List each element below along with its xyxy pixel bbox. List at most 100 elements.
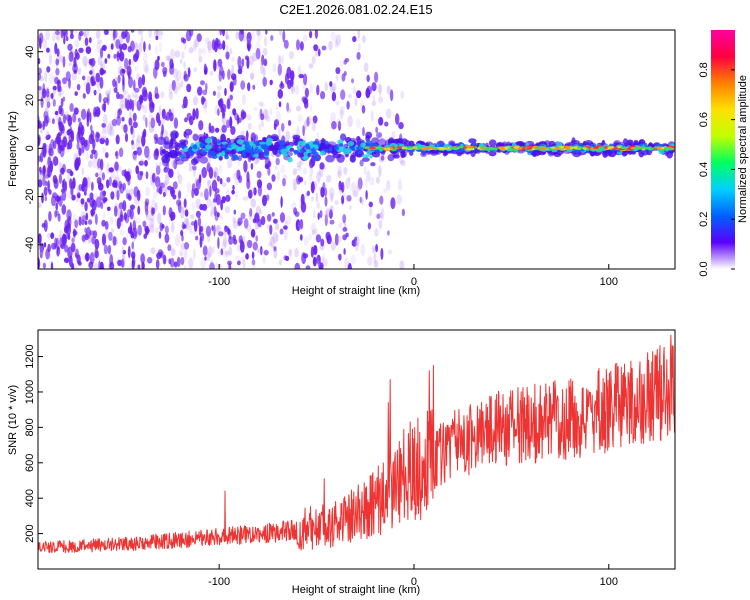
spectrogram-core-point [305,145,311,150]
spectrogram-noise-point [319,162,325,170]
spectrogram-core-point [369,155,373,159]
spectrogram-noise-point [298,176,304,183]
spectrogram-noise-point [157,181,163,194]
spectrogram-noise-point [204,37,211,44]
snr-x-label: Height of straight line (km) [292,584,420,596]
spectrogram-core-point [319,150,326,156]
spectrogram-noise-point [217,237,220,249]
spectrogram-noise-point [225,51,230,60]
spectrogram-noise-point [120,94,126,103]
spectrogram-noise-point [240,80,246,90]
spectrogram-noise-point [162,191,166,198]
spectrogram-noise-point [73,69,77,75]
spectrogram-noise-point [197,216,202,227]
spectrogram-noise-point [125,232,129,242]
spectrogram-noise-point [260,58,266,64]
spectrogram-peak-point [464,145,474,149]
spectrogram-core-point [230,144,236,149]
spectrogram-noise-point [225,194,231,202]
spectrogram-noise-point [47,243,51,253]
spectrogram-noise-point [156,187,161,193]
spectrogram-noise-point [91,80,96,86]
spectrogram-core-point [296,145,301,150]
spectrogram-noise-point [320,238,325,247]
spectrogram-noise-point [356,184,361,192]
spectrogram-noise-point [85,226,92,239]
spectrogram-noise-point [224,225,228,233]
spectrogram-noise-point [186,182,192,193]
spectrogram-noise-point [91,251,95,263]
spectrogram-noise-point [93,89,97,96]
spectrogram-noise-point [303,167,308,175]
spectrogram-noise-point [341,195,345,205]
spectrogram-noise-point [235,31,240,40]
spectrogram-noise-point [326,208,331,218]
spectrogram-noise-point [253,187,257,196]
spectrogram-noise-point [108,87,112,95]
spectrogram-noise-point [295,105,302,112]
spectrogram-peak-point [593,146,599,149]
spectrogram-noise-point [98,182,104,191]
spectrogram-noise-point [140,253,146,264]
spectrogram-core-point [260,144,267,150]
spectrogram-noise-point [213,198,216,203]
spectrogram-noise-point [262,255,267,264]
spectrogram-noise-point [189,214,195,220]
spectrogram-noise-point [133,79,136,91]
spectrogram-noise-point [38,120,42,129]
spectrogram-noise-point [155,176,161,188]
spectrogram-noise-point [232,234,236,241]
spectrogram-noise-point [201,167,207,179]
spectrogram-noise-point [102,211,106,219]
spectrogram-noise-point [43,242,47,248]
spectrogram-noise-point [89,154,94,159]
spectrogram-noise-point [182,224,187,229]
spectrogram-noise-point [247,122,252,130]
spectrogram-noise-point [204,188,209,201]
spectrogram-noise-point [330,192,334,203]
spectrogram-noise-point [97,39,103,45]
spectrogram-band-point [184,128,193,136]
spectrogram-noise-point [42,147,47,158]
spectrogram-noise-point [206,251,211,262]
spectrogram-noise-point [209,70,214,76]
spectrogram-noise-point [125,172,131,182]
spectrogram-noise-point [198,55,203,63]
spectrogram-noise-point [148,217,154,226]
spectrogram-band-point [191,158,198,166]
spectrogram-noise-point [180,58,183,64]
spectrogram-core-point [361,154,370,158]
spectrogram-noise-point [114,176,121,183]
spectrogram-band-point [359,159,364,167]
spectrogram-noise-point [232,220,238,229]
spectrogram-noise-point [160,115,166,125]
spectrogram-noise-point [266,182,273,191]
spectrogram-noise-point [267,160,272,168]
spectrogram-noise-point [62,136,68,148]
spectrogram-noise-point [238,65,243,71]
spectrogram-noise-point [189,223,193,235]
spectrogram-noise-point [258,123,262,131]
spectrogram-noise-point [272,63,277,73]
spectrogram-noise-point [212,90,216,96]
spectrogram-band-point [218,155,223,161]
spectrogram-noise-point [250,162,254,170]
spectrogram-noise-point [210,125,215,134]
spectrogram-noise-point [122,250,127,255]
spectrogram-noise-point [71,237,75,243]
spectrogram-band-point [289,147,295,152]
spectrogram-core-point [221,141,228,145]
spectrogram-noise-point [137,170,143,181]
spectrogram-noise-point [158,231,162,239]
spectrogram-noise-point [330,112,336,123]
spectrogram-noise-point [147,257,153,264]
spectrogram-band-point [192,133,199,141]
spectrogram-noise-point [326,234,332,245]
spectrogram-noise-point [129,207,134,220]
spectrogram-noise-point [269,79,273,86]
spectrogram-peak-point [534,147,539,151]
spectrogram-noise-point [325,207,332,218]
spectrogram-noise-point [119,100,124,110]
spectrogram-noise-point [281,122,285,132]
spectrogram-noise-point [46,88,50,98]
